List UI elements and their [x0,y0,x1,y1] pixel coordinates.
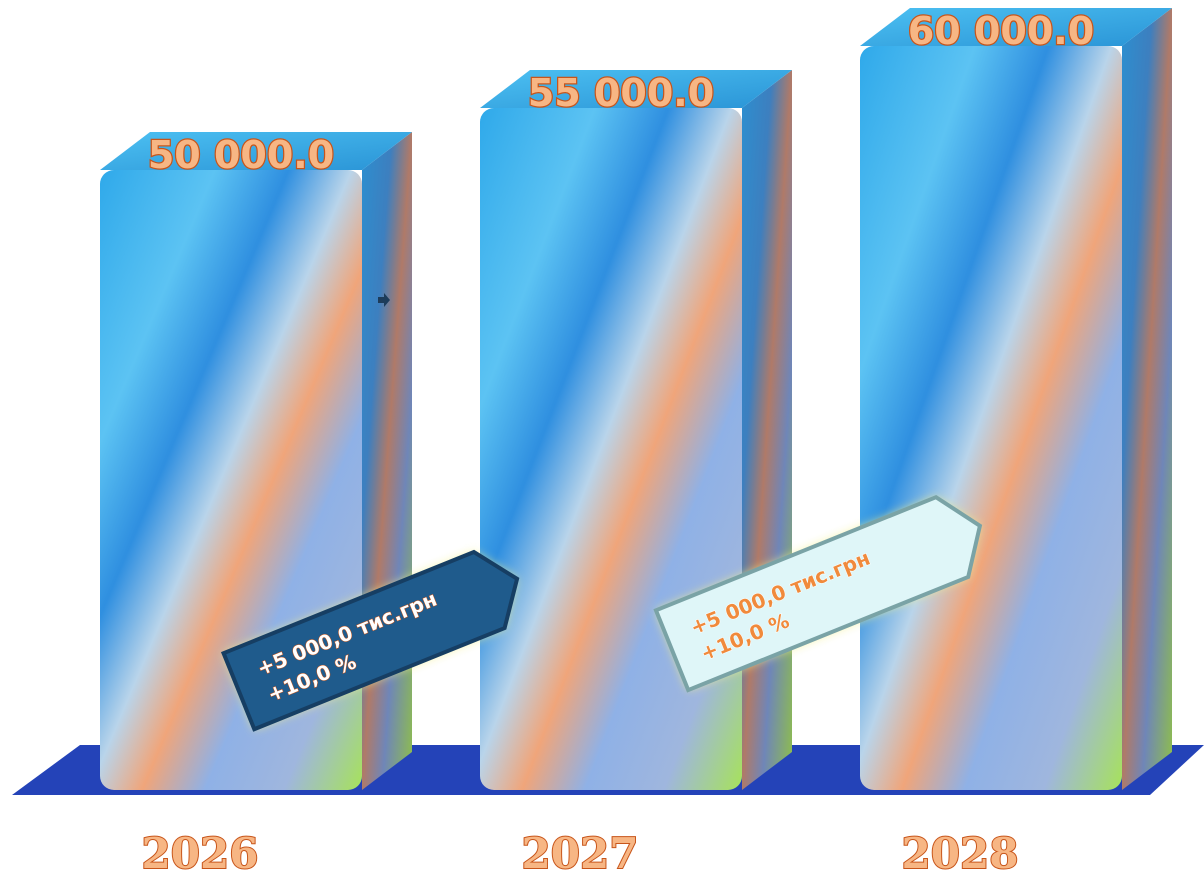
value-label-2027: 55 000.0 [528,71,714,115]
bar-side-face [742,70,792,790]
year-label-2028: 2028 [902,829,1019,874]
bars-layer [100,8,1172,790]
arrow-shape [653,494,983,693]
bar-side-face [362,132,412,790]
small-arrow-icon [378,293,390,307]
value-labels-layer: 50 000.0 55 000.0 60 000.0 [147,8,1096,179]
value-label-2026: 50 000.0 [148,133,334,177]
bar-2028 [860,8,1172,790]
bar-front-face [480,108,742,790]
bar-top-face [480,70,792,108]
year-labels-layer: 2026 2027 2028 [141,828,1020,874]
bar-top-face [860,8,1172,46]
arrow-shape [220,549,520,732]
bar-front-face [860,46,1122,790]
year-label-2026: 2026 [142,829,259,874]
bar-top-face [100,132,412,170]
year-label-2027: 2027 [522,829,639,874]
bar-2027 [480,70,792,790]
value-label-2028: 60 000.0 [908,9,1094,53]
bar-side-face [1122,8,1172,790]
